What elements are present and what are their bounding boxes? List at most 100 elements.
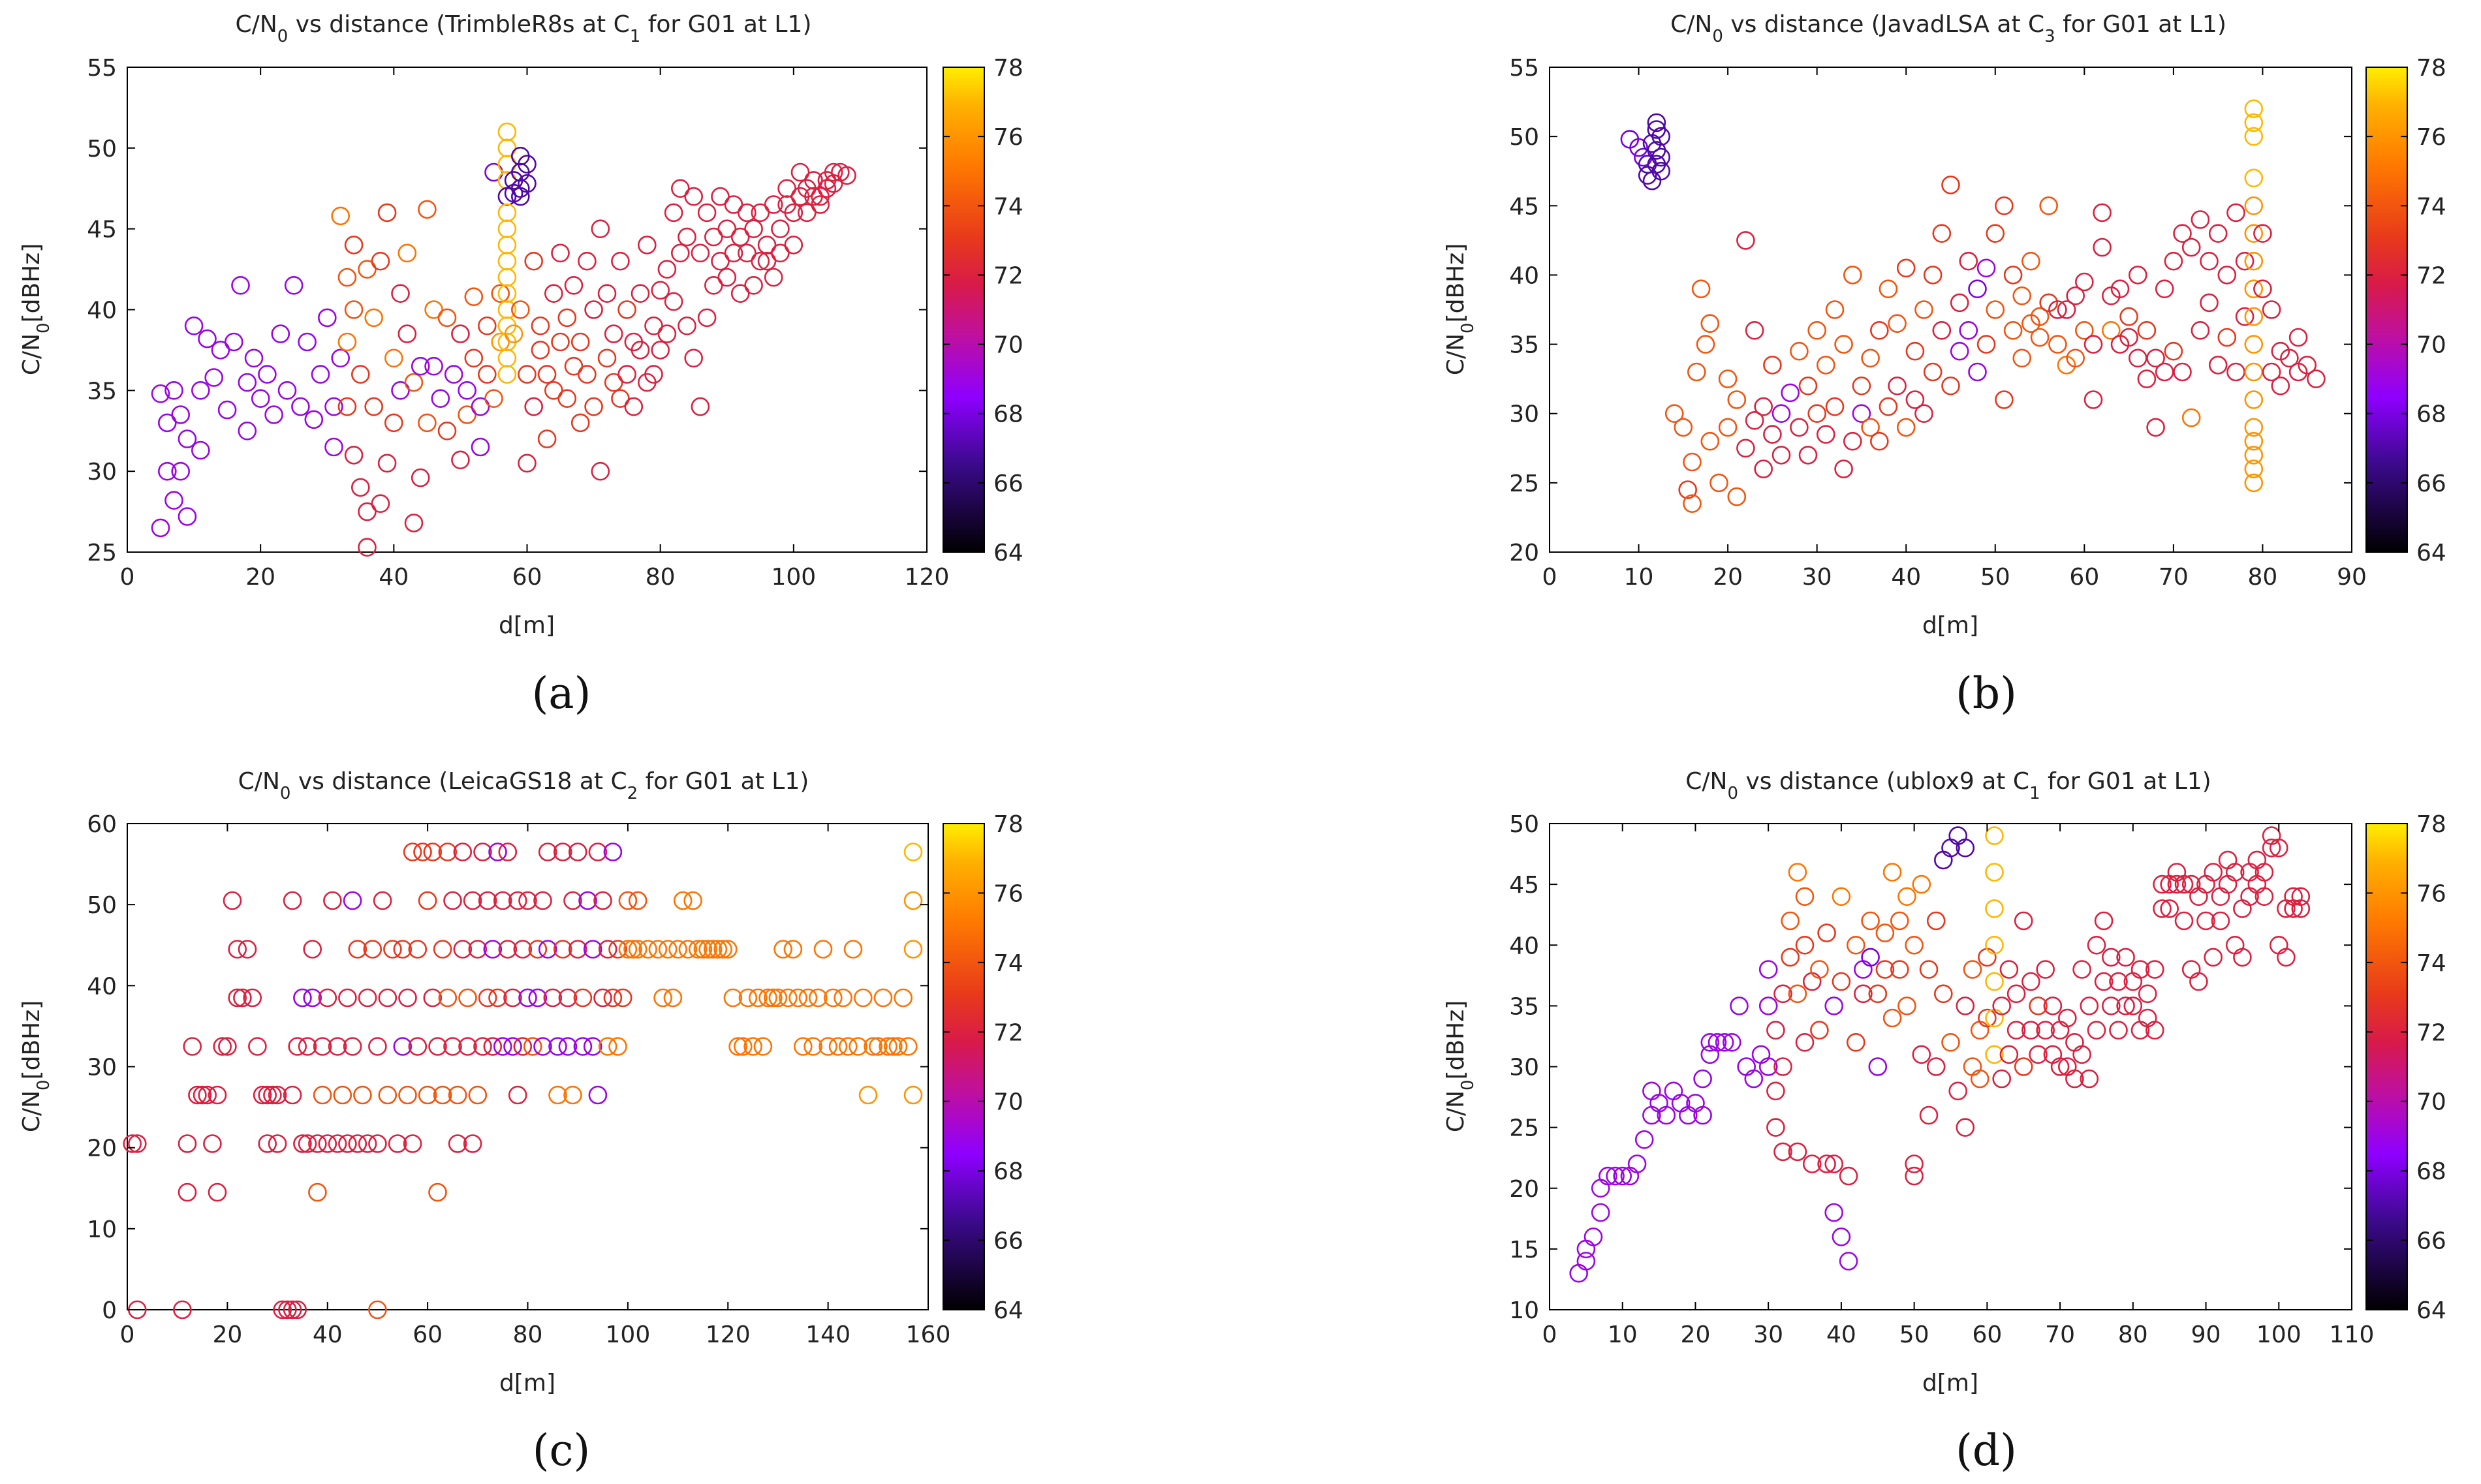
data-point [611,251,630,271]
data-point [298,1134,317,1153]
data-point [1727,487,1747,506]
colorbar-tick-label: 74 [993,950,1023,977]
data-point [570,332,590,352]
data-point [631,341,650,360]
data-point [328,1134,347,1153]
data-point [899,1037,918,1056]
data-point [304,410,324,429]
data-point [528,940,548,959]
data-point [724,243,743,263]
x-tick-label: 100 [606,1322,651,1348]
data-point [323,891,342,910]
data-point [2217,266,2237,285]
data-point [1788,863,1807,882]
data-point [184,316,204,335]
data-point [1968,362,1987,382]
data-point [1926,911,1946,931]
x-tick-label: 20 [1681,1322,1711,1348]
data-point [418,1085,437,1105]
data-point [2065,1033,2084,1052]
data-point [398,243,417,263]
data-point [2262,826,2281,845]
data-point [744,219,763,239]
y-tick-label: 35 [1509,332,1539,359]
data-point [468,940,488,959]
data-point [597,284,617,303]
data-point [697,203,717,223]
data-point [1882,863,1902,882]
data-point [2102,997,2121,1015]
data-point [2146,348,2165,368]
data-point [1824,1154,1843,1173]
data-point [1795,1033,1815,1052]
panel-label: (b) [1956,668,2017,719]
data-point [264,405,283,424]
data-point [318,1134,337,1153]
data-point [2307,369,2326,388]
data-point [193,1085,212,1105]
data-point [1950,341,1969,361]
data-point [1790,341,1809,361]
data-point [1875,923,1895,942]
data-point [1847,1033,1865,1052]
data-point [1882,1008,1902,1028]
x-tick-label: 90 [2191,1322,2221,1348]
data-point [1591,1203,1610,1222]
data-point [318,988,337,1008]
data-point [2244,168,2264,188]
data-point [2043,997,2063,1015]
panel-d: C/N0 vs distance (ublox9 at C1 for G01 a… [1443,768,2446,1476]
data-point [1843,431,1862,451]
colorbar-tick-label: 64 [993,540,1023,566]
data-point [1771,446,1791,465]
data-point [497,348,517,368]
data-point [1715,1033,1734,1052]
data-point [293,1134,312,1153]
data-point [2173,224,2192,243]
data-point [271,324,290,343]
data-point [1970,1021,1989,1040]
data-point [443,891,462,910]
data-point [773,940,792,959]
data-point [1868,984,1888,1004]
data-point [804,1037,822,1056]
data-point [551,332,570,352]
data-point [224,332,243,352]
data-point [444,365,463,384]
x-tick-label: 50 [1980,564,2010,591]
data-point [543,988,563,1008]
colorbar-tick-label: 66 [993,1228,1023,1255]
data-point [1781,948,1800,967]
data-point [1970,1069,1989,1089]
data-point [2270,936,2288,955]
data-point [283,891,302,910]
y-axis-label: C/N0[dBHz] [1443,1000,1478,1132]
data-point [273,1300,292,1320]
data-point [663,988,683,1008]
data-point [2204,863,2223,882]
data-point [437,308,457,328]
data-point [371,251,390,271]
x-tick-label: 60 [2069,564,2099,591]
data-point [2050,1057,2070,1076]
data-point [377,203,397,223]
data-point [2253,224,2272,243]
panel-label: (a) [532,668,591,719]
data-point [1798,446,1818,465]
colorbar-tick-label: 78 [993,55,1023,82]
data-point [771,243,790,263]
data-point [324,397,343,416]
data-point [2244,127,2264,146]
data-point [497,300,517,319]
data-point [1584,1228,1603,1246]
colorbar-ticks: 64 66 68 70 72 74 76 78 [2366,811,2446,1324]
data-point [358,1134,377,1153]
data-point [248,1037,267,1056]
data-point [563,891,582,910]
data-point [724,195,743,214]
data-point [2146,960,2164,979]
data-point [1948,826,1967,845]
colorbar-tick-label: 66 [2416,471,2446,497]
data-point [463,1134,482,1153]
data-point [524,397,544,416]
